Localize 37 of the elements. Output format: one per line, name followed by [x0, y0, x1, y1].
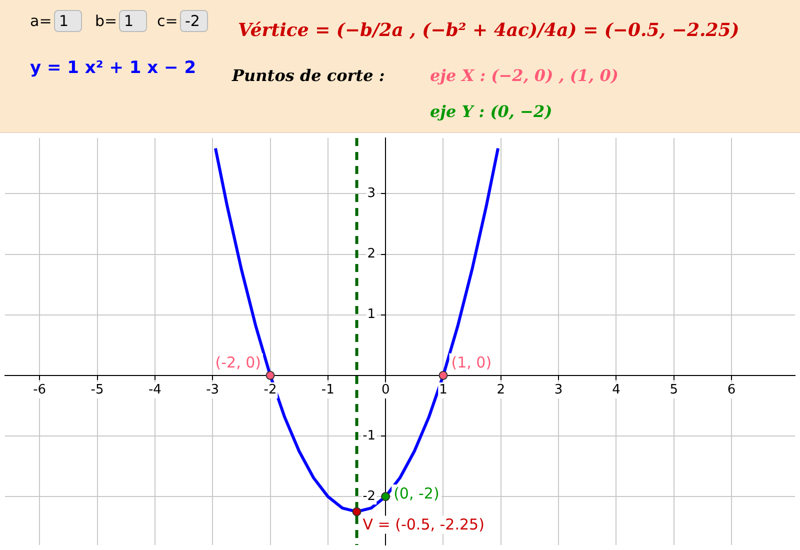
text: eje Y : (0, −2) [430, 102, 552, 121]
annotation: (1, 0) [451, 353, 492, 372]
x-tick-label: -3 [206, 382, 220, 398]
annotation: (-2, 0) [215, 353, 262, 372]
y-tick-label: 3 [367, 186, 376, 202]
x-tick-label: 6 [727, 382, 736, 398]
x-tick-label: 0 [381, 382, 390, 398]
y-tick-label: 2 [367, 246, 376, 262]
annotation: (0, -2) [394, 484, 440, 503]
text: Vértice = (−b/2a , (−b² + 4ac)/4a) = (−0.5, −2.25) [238, 20, 740, 41]
text: b= [95, 12, 118, 30]
text: a= [30, 12, 52, 30]
annotation: V = (-0.5, -2.25) [362, 516, 484, 534]
x-tick-label: 3 [554, 382, 563, 398]
y-tick-label: -1 [362, 428, 376, 444]
x-tick-label: -5 [90, 382, 104, 398]
text: Puntos de corte : [232, 66, 385, 85]
x-tick-label: 2 [496, 382, 506, 398]
y-tick-label: -2 [362, 488, 376, 504]
text: y = 1 x² + 1 x − 2 [30, 58, 196, 78]
text: 1 [54, 10, 82, 32]
x-tick-label: 5 [670, 382, 678, 398]
x-tick-label: -1 [321, 382, 334, 398]
point [381, 492, 390, 502]
text: -2 [180, 10, 208, 32]
x-tick-label: -2 [264, 382, 277, 398]
x-tick-label: 1 [439, 382, 448, 398]
text: 1 [119, 10, 147, 32]
x-tick-label: -6 [33, 382, 46, 398]
point [266, 370, 275, 380]
text: eje X : (−2, 0) , (1, 0) [430, 66, 618, 85]
point [352, 507, 362, 516]
y-tick-label: 1 [367, 307, 376, 322]
text: c= [157, 12, 178, 30]
x-tick-label: -4 [148, 382, 162, 398]
x-tick-label: 4 [612, 382, 620, 398]
point [438, 370, 448, 380]
